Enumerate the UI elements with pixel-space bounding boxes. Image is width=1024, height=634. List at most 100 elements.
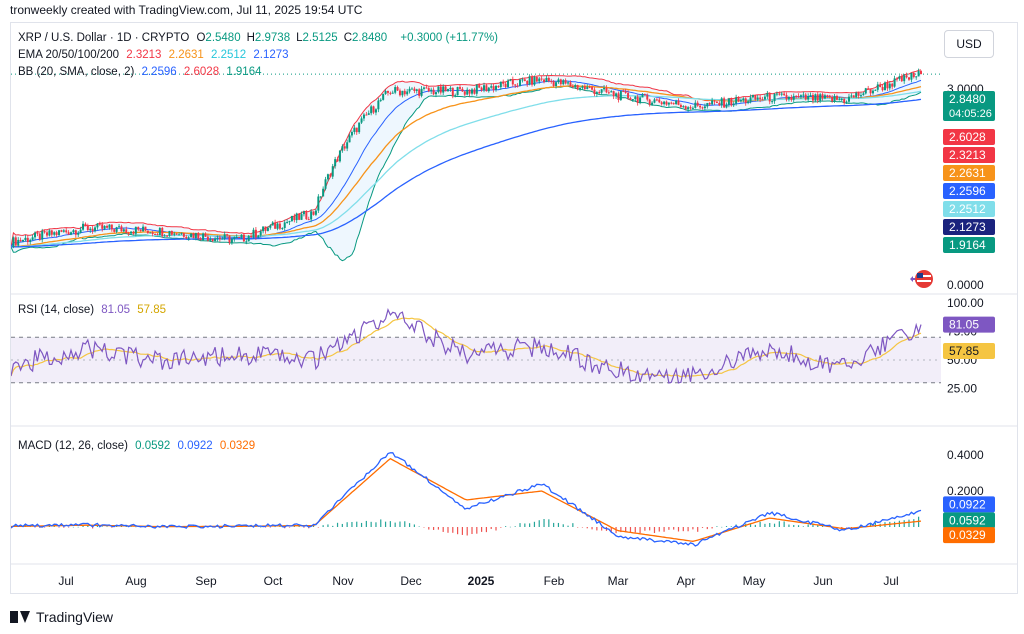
macd-histogram-bar xyxy=(87,525,89,527)
candle-body xyxy=(451,87,454,97)
candle-body xyxy=(295,213,298,221)
candle-body xyxy=(420,88,423,96)
candle-body xyxy=(795,95,798,97)
macd-histogram-bar xyxy=(677,527,680,532)
candle-body xyxy=(218,237,221,240)
candle-body xyxy=(473,89,476,94)
candle-body xyxy=(358,122,361,133)
macd-histogram-bar xyxy=(711,527,713,529)
macd-histogram-bar xyxy=(639,527,641,534)
candle-body xyxy=(905,75,908,78)
candle-body xyxy=(158,228,161,236)
candle-body xyxy=(689,107,692,109)
candle-body xyxy=(122,229,125,232)
candle-body xyxy=(502,81,505,84)
candle-body xyxy=(660,102,663,105)
candle-body xyxy=(862,93,865,96)
candle-body xyxy=(343,146,346,149)
price-badge xyxy=(943,237,995,253)
candle-body xyxy=(46,232,49,236)
candle-body xyxy=(34,232,37,238)
candle-body xyxy=(787,97,790,100)
candle-body xyxy=(696,102,699,106)
candle-body xyxy=(410,88,413,90)
time-axis-label: 2025 xyxy=(468,574,495,588)
candle-body xyxy=(276,223,279,229)
candle-body xyxy=(55,232,58,235)
candle-body xyxy=(12,237,15,247)
candle-body xyxy=(792,95,795,100)
candle-body xyxy=(751,95,754,98)
candle-body xyxy=(771,101,774,103)
candle-body xyxy=(893,78,896,87)
candle-body xyxy=(569,82,572,87)
candle-body xyxy=(386,91,389,93)
candle-body xyxy=(89,228,92,230)
candle-body xyxy=(874,89,877,91)
candle-body xyxy=(718,103,721,106)
macd-histogram-bar xyxy=(461,527,463,535)
candle-body xyxy=(715,101,718,104)
candle-body xyxy=(454,95,457,97)
candle-body xyxy=(543,79,546,82)
currency-button[interactable]: USD xyxy=(944,30,994,58)
candle-body xyxy=(259,231,262,236)
candle-body xyxy=(288,221,291,223)
macd-histogram-bar xyxy=(874,522,876,527)
macd-histogram-bar xyxy=(399,521,401,527)
candle-body xyxy=(531,76,534,85)
macd-histogram-bar xyxy=(68,527,70,528)
candle-body xyxy=(598,92,601,94)
ema100-line xyxy=(10,90,922,248)
candle-body xyxy=(65,230,68,233)
macd-tick-label: 0.2000 xyxy=(947,484,984,498)
candle-body xyxy=(526,80,529,85)
candle-body xyxy=(667,102,670,105)
candle-body xyxy=(458,87,461,89)
change-value: +0.3000 (+11.77%) xyxy=(400,32,499,44)
symbol-label: XRP / U.S. Dollar · 1D · CRYPTO xyxy=(18,32,190,44)
bb-basis-value: 2.2596 xyxy=(141,66,177,78)
candle-body xyxy=(120,226,123,232)
candle-body xyxy=(377,100,380,110)
price-badge-label: 2.6028 xyxy=(949,130,986,144)
macd-histogram-bar xyxy=(308,527,310,529)
macd-histogram-bar xyxy=(797,525,800,527)
candle-body xyxy=(206,236,209,241)
macd-histogram-bar xyxy=(514,526,516,527)
candle-body xyxy=(398,90,401,96)
candle-body xyxy=(756,97,759,100)
candle-body xyxy=(408,88,411,92)
candle-body xyxy=(353,127,356,132)
price-badge-label: 1.9164 xyxy=(949,238,986,252)
candle-body xyxy=(230,238,233,243)
candle-body xyxy=(701,107,704,109)
candle-body xyxy=(867,88,870,90)
candle-body xyxy=(802,94,805,96)
candle-body xyxy=(739,100,742,102)
flag-currency-icon[interactable] xyxy=(904,268,934,290)
candle-body xyxy=(427,88,430,92)
candle-body xyxy=(790,97,793,100)
macd-histogram-bar xyxy=(82,525,84,527)
candle-body xyxy=(653,99,656,103)
macd-histogram-bar xyxy=(869,524,872,527)
candle-body xyxy=(132,231,135,234)
macd-histogram-bar xyxy=(500,527,502,528)
candle-body xyxy=(763,96,766,100)
candle-body xyxy=(254,229,257,238)
candle-body xyxy=(444,86,447,92)
rsi-badge xyxy=(943,316,995,333)
ohlc-h-value: H2.9738 xyxy=(246,32,291,44)
macd-badge xyxy=(943,496,995,513)
price-badge-label: 2.3213 xyxy=(949,148,986,162)
candle-body xyxy=(187,237,190,239)
candle-body xyxy=(807,95,810,100)
candle-body xyxy=(586,86,589,90)
macd-histogram-bar xyxy=(625,527,627,533)
macd-histogram-bar xyxy=(408,523,411,527)
candle-body xyxy=(634,96,637,100)
candle-body xyxy=(341,146,344,151)
candle-body xyxy=(168,230,171,236)
candle-body xyxy=(14,237,17,246)
